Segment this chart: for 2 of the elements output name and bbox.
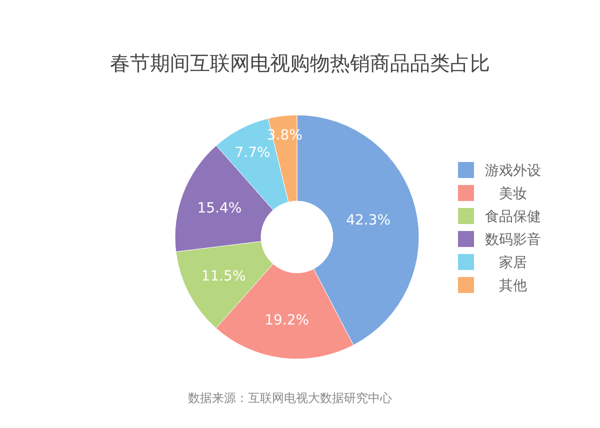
annotation: 数据来源：互联网电视大数据研究中心 (188, 391, 392, 405)
title: 春节期间互联网电视购物热销商品品类占比 (110, 51, 490, 75)
